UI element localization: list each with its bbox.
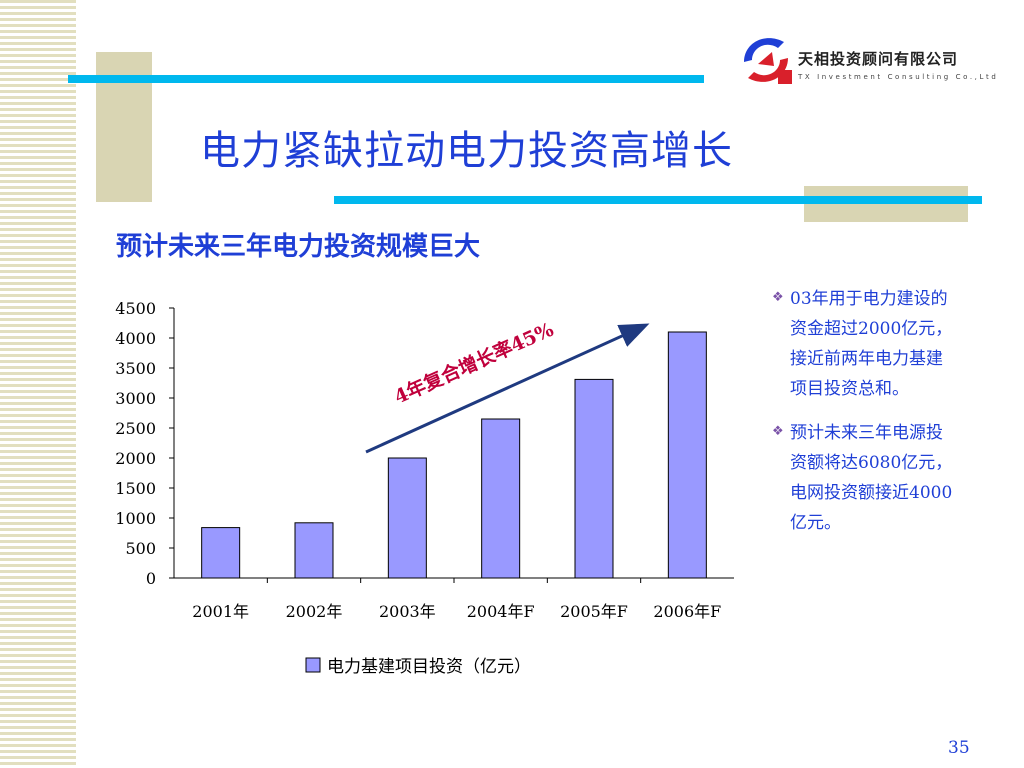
notes-panel: ❖ 03年用于电力建设的资金超过2000亿元，接近前两年电力基建项目投资总和。 … [772,284,962,552]
page-number: 35 [948,738,970,758]
diamond-bullet-icon: ❖ [772,290,784,305]
bar [574,378,614,579]
bar [667,331,707,579]
y-ticks: 0 500 1000 1500 2000 2500 3000 3500 4000 4500 [115,299,174,588]
bar [201,527,241,579]
legend-label: 电力基建项目投资（亿元） [327,657,531,677]
y-tick-label: 0 [146,569,156,588]
logo-mark-icon [744,38,792,84]
note-item: ❖ 预计未来三年电源投资额将达6080亿元，电网投资额接近4000亿元。 [772,418,962,538]
y-tick-label: 4500 [115,299,156,318]
y-tick-label: 1000 [115,509,156,528]
diamond-bullet-icon: ❖ [772,424,784,439]
page-title: 电力紧缺拉动电力投资高增长 [200,128,733,174]
deco-line-top [68,75,704,83]
note-text: 03年用于电力建设的资金超过2000亿元，接近前两年电力基建项目投资总和。 [790,289,953,399]
x-tick-label: 2002年 [286,602,343,621]
x-tick-label: 2004年F [467,602,535,621]
y-tick-label: 1500 [115,479,156,498]
deco-block-right [804,186,968,222]
y-tick-label: 2500 [115,419,156,438]
decorative-stripes [0,0,76,768]
y-tick-label: 4000 [115,329,156,348]
x-tick-label: 2006年F [653,602,721,621]
y-tick-label: 3500 [115,359,156,378]
growth-arrow [365,323,650,454]
bar [294,522,334,579]
x-ticks: 2001年 2002年 2003年 2004年F 2005年F 2006年F [192,578,721,621]
company-logo: 天相投资顾问有限公司 TX Investment Consulting Co.,… [738,28,996,92]
x-tick-label: 2005年F [560,602,628,621]
y-tick-label: 500 [125,539,156,558]
bar [481,418,521,579]
y-tick-label: 2000 [115,449,156,468]
deco-line-bottom [334,196,982,204]
note-text: 预计未来三年电源投资额将达6080亿元，电网投资额接近4000亿元。 [790,423,953,533]
logo-company-name-en: TX Investment Consulting Co.,Ltd [798,73,999,81]
x-tick-label: 2001年 [192,602,249,621]
bars [201,331,707,579]
note-item: ❖ 03年用于电力建设的资金超过2000亿元，接近前两年电力基建项目投资总和。 [772,284,962,404]
bar [387,457,427,579]
x-tick-label: 2003年 [379,602,436,621]
logo-company-name: 天相投资顾问有限公司 [798,50,959,68]
growth-annotation: 4年复合增长率45% [391,318,557,409]
page-subtitle: 预计未来三年电力投资规模巨大 [116,232,481,262]
legend-swatch [305,657,321,673]
y-tick-label: 3000 [115,389,156,408]
